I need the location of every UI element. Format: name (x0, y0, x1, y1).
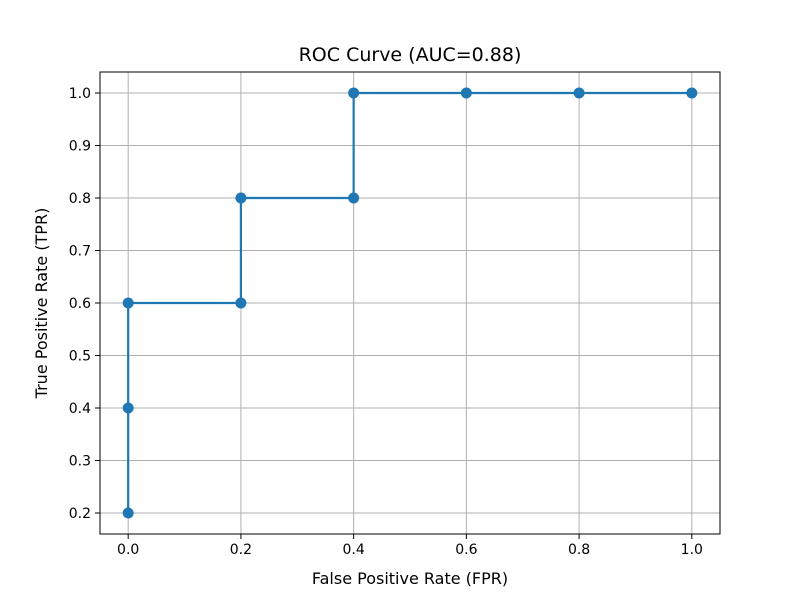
y-tick-label: 0.8 (69, 191, 91, 207)
roc-point-marker (122, 297, 134, 309)
roc-point-marker (348, 192, 360, 204)
x-tick-label: 0.4 (343, 542, 365, 558)
roc-point-marker (348, 87, 360, 99)
chart-title: ROC Curve (AUC=0.88) (299, 44, 522, 66)
x-tick-label: 0.6 (455, 542, 477, 558)
roc-point-marker (460, 87, 472, 99)
roc-curve-line (127, 91, 692, 513)
roc-point-marker (122, 402, 134, 414)
y-tick-label: 0.9 (69, 139, 91, 155)
x-tick-label: 0.0 (117, 542, 139, 558)
roc-point-marker (122, 507, 134, 519)
y-axis-ticks: 0.2 0.3 0.4 0.5 0.6 0.7 0.8 0.9 1.0 (69, 86, 100, 522)
roc-point-marker (573, 87, 585, 99)
x-tick-label: 0.8 (568, 542, 590, 558)
y-tick-label: 0.6 (69, 296, 91, 312)
roc-point-marker (235, 192, 247, 204)
y-tick-label: 0.5 (69, 349, 91, 365)
x-axis-ticks: 0.0 0.2 0.4 0.6 0.8 1.0 (117, 534, 703, 558)
y-tick-label: 0.3 (69, 454, 91, 470)
roc-point-marker (235, 297, 247, 309)
y-axis-title: True Positive Rate (TPR) (32, 208, 51, 400)
y-tick-label: 1.0 (69, 86, 91, 102)
x-tick-label: 0.2 (230, 542, 252, 558)
y-tick-label: 0.4 (69, 401, 91, 417)
y-tick-label: 0.2 (69, 506, 91, 522)
y-tick-label: 0.7 (69, 244, 91, 260)
roc-point-marker (686, 87, 698, 99)
x-axis-title: False Positive Rate (FPR) (312, 569, 508, 588)
x-tick-label: 1.0 (681, 542, 703, 558)
series-layer (122, 87, 698, 519)
